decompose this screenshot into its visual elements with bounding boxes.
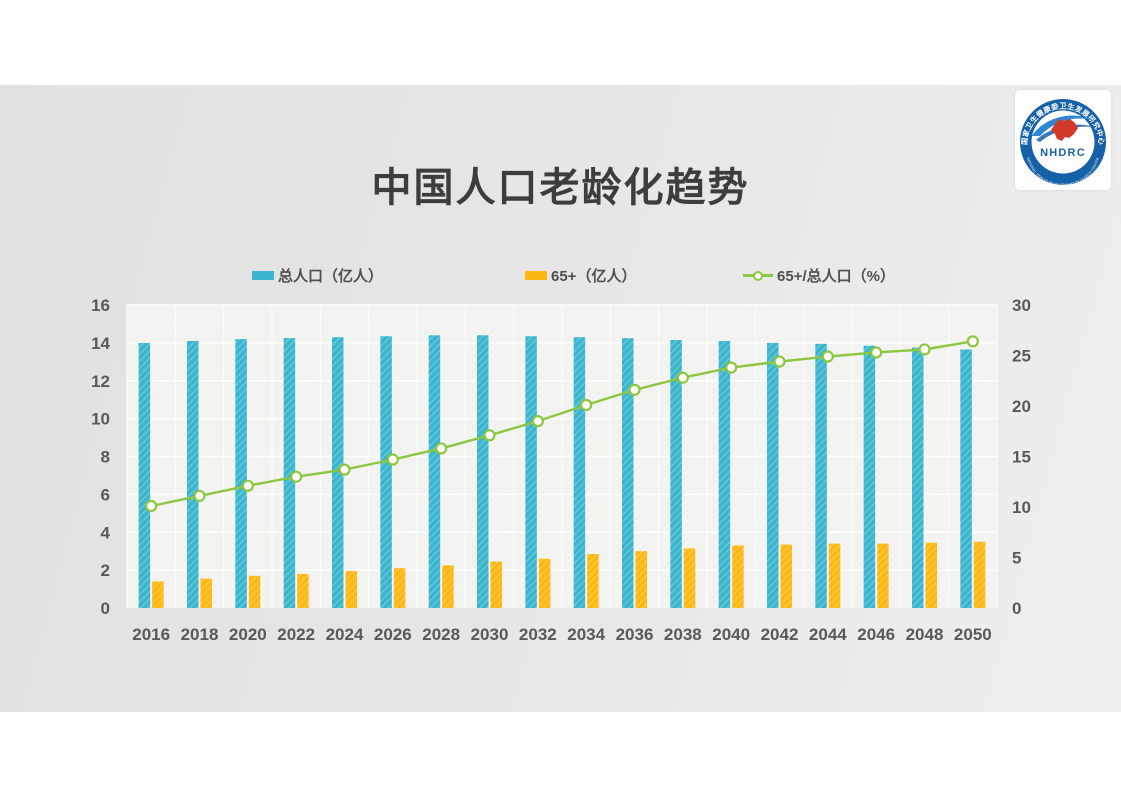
y-axis-left-label: 16 (91, 296, 110, 315)
ratio-line-marker-icon (743, 270, 773, 281)
x-axis-label: 2028 (422, 625, 460, 644)
y-axis-left-label: 4 (101, 523, 111, 542)
ratio-marker (725, 361, 738, 374)
y-axis-right-label: 30 (1012, 296, 1031, 315)
chart-title: 中国人口老龄化趋势 (371, 166, 750, 210)
ratio-marker (966, 335, 979, 348)
total-population-swatch-icon (252, 271, 274, 280)
y-axis-right-label: 15 (1012, 448, 1031, 467)
x-axis-label: 2034 (567, 625, 605, 644)
nhdrc-logo-badge: 国家卫生健康委卫生发展研究中心 NATIONAL HEALTH DEVELOPM… (1020, 99, 1106, 187)
x-axis-label: 2044 (809, 625, 847, 644)
x-axis-label: 2026 (374, 625, 412, 644)
x-axis-label: 2048 (906, 625, 944, 644)
ratio-marker (676, 371, 689, 384)
x-axis-label: 2030 (471, 625, 509, 644)
y-axis-left-label: 0 (101, 599, 110, 618)
legend-label: 65+/总人口（%） (777, 268, 895, 285)
legend-label: 65+（亿人） (551, 268, 637, 285)
slide: 中国人口老龄化趋势 总人口（亿人） 65+（亿人） 65+/总人口（%） 0 2 4… (0, 85, 1121, 712)
logo-swoosh-icon (1032, 115, 1095, 136)
ratio-marker (773, 355, 786, 368)
y-axis-right-label: 0 (1012, 599, 1021, 618)
y-axis-left-label: 8 (101, 448, 110, 467)
y-axis-left-label: 6 (101, 485, 110, 504)
ratio-marker (870, 346, 883, 359)
logo-acronym: NHDRC (1040, 147, 1086, 159)
x-axis-label: 2022 (277, 625, 315, 644)
legend-item-ratio: 65+/总人口（%） (743, 265, 895, 286)
x-axis-label: 2016 (132, 625, 170, 644)
chart-legend: 总人口（亿人） 65+（亿人） 65+/总人口（%） (0, 265, 1121, 289)
x-axis-label: 2032 (519, 625, 557, 644)
ratio-marker (338, 463, 351, 476)
ratio-marker (290, 470, 303, 483)
ratio-marker (435, 442, 448, 455)
y-axis-left-label: 12 (91, 372, 110, 391)
x-axis-label: 2046 (857, 625, 895, 644)
logo-china-map-icon (1051, 119, 1078, 141)
ratio-marker (386, 453, 399, 466)
x-axis-label: 2040 (712, 625, 750, 644)
ratio-marker (821, 350, 834, 363)
y-axis-left-label: 14 (91, 334, 110, 353)
legend-item-total-population: 总人口（亿人） (252, 265, 383, 286)
ratio-marker (241, 479, 254, 492)
legend-label: 总人口（亿人） (278, 268, 384, 285)
x-axis-label: 2036 (616, 625, 654, 644)
legend-item-65plus: 65+（亿人） (525, 265, 636, 286)
y-axis-right-label: 25 (1012, 347, 1031, 366)
ratio-marker (145, 499, 158, 513)
chart-canvas: 0 2 4 6 8 10 12 14 16 0 5 10 15 20 25 30 2016 2018 2020 202… (91, 296, 1031, 644)
y-axis-left-label: 2 (101, 561, 110, 580)
y-axis-left-label: 10 (91, 410, 110, 429)
nhdrc-logo: 国家卫生健康委卫生发展研究中心 NATIONAL HEALTH DEVELOPM… (1015, 90, 1111, 190)
x-axis-label: 2018 (181, 625, 219, 644)
ratio-marker (580, 398, 593, 412)
ratio-marker (483, 429, 496, 442)
aged-65plus-swatch-icon (525, 271, 547, 280)
x-axis-label: 2020 (229, 625, 267, 644)
y-axis-right-label: 10 (1012, 498, 1031, 517)
ratio-marker (531, 415, 544, 428)
x-axis-label: 2042 (761, 625, 799, 644)
x-axis-label: 2024 (326, 625, 364, 644)
ratio-marker (918, 343, 931, 356)
plot-texture (127, 305, 997, 608)
y-axis-right-label: 20 (1012, 397, 1031, 416)
ratio-marker (193, 489, 206, 502)
y-axis-right-label: 5 (1012, 549, 1021, 568)
x-axis-label: 2050 (954, 625, 992, 644)
ratio-line (149, 340, 975, 508)
x-axis-label: 2038 (664, 625, 702, 644)
ratio-marker (628, 383, 641, 396)
population-aging-chart: 0 2 4 6 8 10 12 14 16 0 5 10 15 20 25 30 2016 2018 2020 202… (0, 288, 1121, 663)
